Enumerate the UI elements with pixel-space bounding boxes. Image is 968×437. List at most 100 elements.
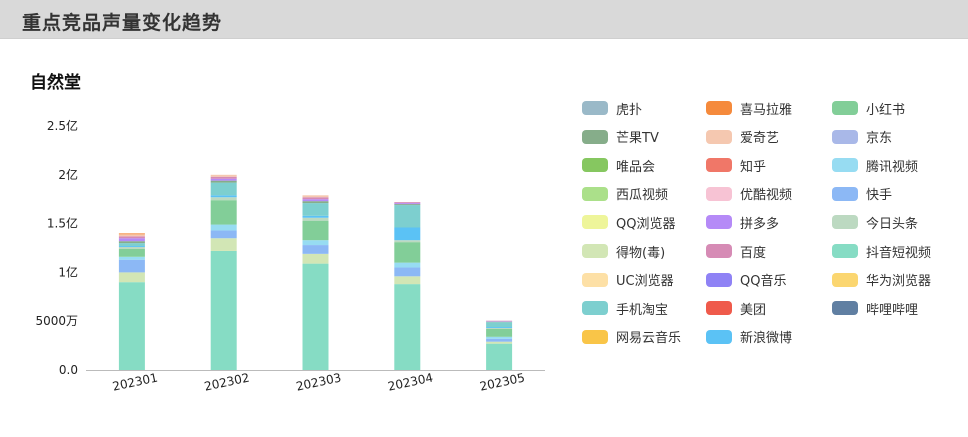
x-tick-label: 202304 (387, 370, 435, 393)
bar-segment (394, 262, 421, 268)
legend-swatch (582, 129, 608, 144)
legend-label: 快手 (866, 188, 893, 204)
legend-label: 知乎 (740, 159, 767, 175)
bar-segment (302, 195, 329, 198)
bar-segment (486, 336, 513, 339)
legend-swatch (832, 301, 858, 316)
bar-segment (118, 256, 145, 260)
bar-segment (486, 338, 513, 342)
legend-label: 爱奇艺 (740, 131, 780, 147)
bar-segment (210, 195, 237, 198)
bar-segment (210, 176, 237, 179)
bar-segment (118, 241, 145, 244)
legend-item[interactable]: 华为浏览器 (832, 270, 931, 290)
bar-segment (302, 253, 329, 264)
legend-item[interactable]: QQ音乐 (706, 270, 786, 290)
bar-segment (486, 341, 513, 344)
bar-segment (118, 247, 145, 249)
legend-swatch (582, 272, 608, 287)
legend-swatch (706, 186, 732, 201)
legend-item[interactable]: 抖音短视频 (832, 241, 931, 261)
legend-item[interactable]: 西瓜视频 (582, 184, 668, 204)
legend-item[interactable]: 虎扑 (582, 98, 642, 118)
legend-item[interactable]: QQ浏览器 (582, 212, 675, 232)
legend-swatch (582, 101, 608, 115)
legend-item[interactable]: 芒果TV (582, 127, 659, 147)
legend-label: 喜马拉雅 (740, 102, 793, 118)
legend-item[interactable]: 小红书 (832, 98, 905, 118)
bar-segment (302, 199, 329, 202)
legend-label: UC浏览器 (616, 274, 674, 290)
legend-label: 抖音短视频 (866, 245, 932, 261)
bar-segment (394, 202, 421, 204)
legend-item[interactable]: 优酷视频 (706, 184, 792, 204)
bar-segment (486, 328, 513, 330)
bar-segment (210, 250, 237, 370)
bar-segment (394, 240, 421, 243)
legend-swatch (832, 101, 858, 115)
bar-segment (394, 242, 421, 263)
legend-label: 优酷视频 (740, 188, 793, 204)
legend-swatch (832, 244, 858, 258)
bar-segment (394, 284, 421, 370)
bar-segment (118, 248, 145, 257)
y-tick-label: 1.5亿 (47, 216, 78, 231)
legend-swatch (832, 215, 858, 230)
legend-item[interactable]: 京东 (832, 127, 892, 147)
bar-segment (210, 174, 237, 177)
bar-segment (210, 230, 237, 239)
bar-segment (302, 263, 329, 370)
y-tick-label: 5000万 (35, 314, 78, 328)
bar-segment (302, 240, 329, 246)
legend-swatch (706, 301, 732, 316)
bar-segment (486, 322, 513, 328)
legend-item[interactable]: 新浪微博 (706, 327, 792, 347)
legend-label: 新浪微博 (740, 331, 793, 347)
x-tick-label: 202302 (203, 370, 251, 393)
legend-swatch (582, 158, 608, 173)
legend-item[interactable]: 美团 (706, 298, 766, 318)
bar-segment (118, 282, 145, 370)
legend-item[interactable]: 百度 (706, 241, 766, 261)
legend-label: 腾讯视频 (866, 159, 919, 175)
bar-segment (118, 238, 145, 242)
y-tick-label: 2.5亿 (47, 118, 78, 133)
legend-item[interactable]: 腾讯视频 (832, 155, 918, 175)
bar-segment (210, 200, 237, 225)
bar-segment (210, 238, 237, 251)
legend-item[interactable]: 爱奇艺 (706, 127, 779, 147)
legend-label: 拼多多 (740, 216, 780, 232)
legend-label: 虎扑 (616, 102, 643, 118)
legend-swatch (832, 158, 858, 173)
legend-item[interactable]: 拼多多 (706, 212, 779, 232)
legend-label: 美团 (740, 302, 767, 318)
legend-label: 网易云音乐 (616, 331, 682, 347)
bar-segment (302, 197, 329, 200)
x-tick-label: 202303 (295, 370, 343, 393)
legend-item[interactable]: 哔哩哔哩 (832, 298, 918, 318)
legend-swatch (706, 215, 732, 230)
chart-title: 自然堂 (30, 73, 81, 93)
legend-item[interactable]: 快手 (832, 184, 892, 204)
legend-label: 哔哩哔哩 (866, 302, 919, 318)
legend-item[interactable]: 今日头条 (832, 212, 918, 232)
legend-label: 手机淘宝 (616, 302, 669, 318)
legend-swatch (832, 129, 858, 144)
legend-swatch (832, 272, 858, 287)
bar-segment (210, 197, 237, 201)
x-tick-label: 202305 (478, 370, 526, 393)
bar-segment (210, 182, 237, 196)
legend-item[interactable]: 喜马拉雅 (706, 98, 792, 118)
legend-item[interactable]: 得物(毒) (582, 241, 665, 261)
legend-item[interactable]: UC浏览器 (582, 270, 674, 290)
legend-item[interactable]: 手机淘宝 (582, 298, 668, 318)
bar-segment (486, 329, 513, 337)
x-tick-label: 202301 (111, 370, 159, 393)
legend-item[interactable]: 唯品会 (582, 155, 655, 175)
legend-item[interactable]: 网易云音乐 (582, 327, 681, 347)
bar-segment (118, 236, 145, 239)
legend-label: 唯品会 (616, 159, 656, 175)
legend-item[interactable]: 知乎 (706, 155, 766, 175)
bar-segment (394, 204, 421, 206)
